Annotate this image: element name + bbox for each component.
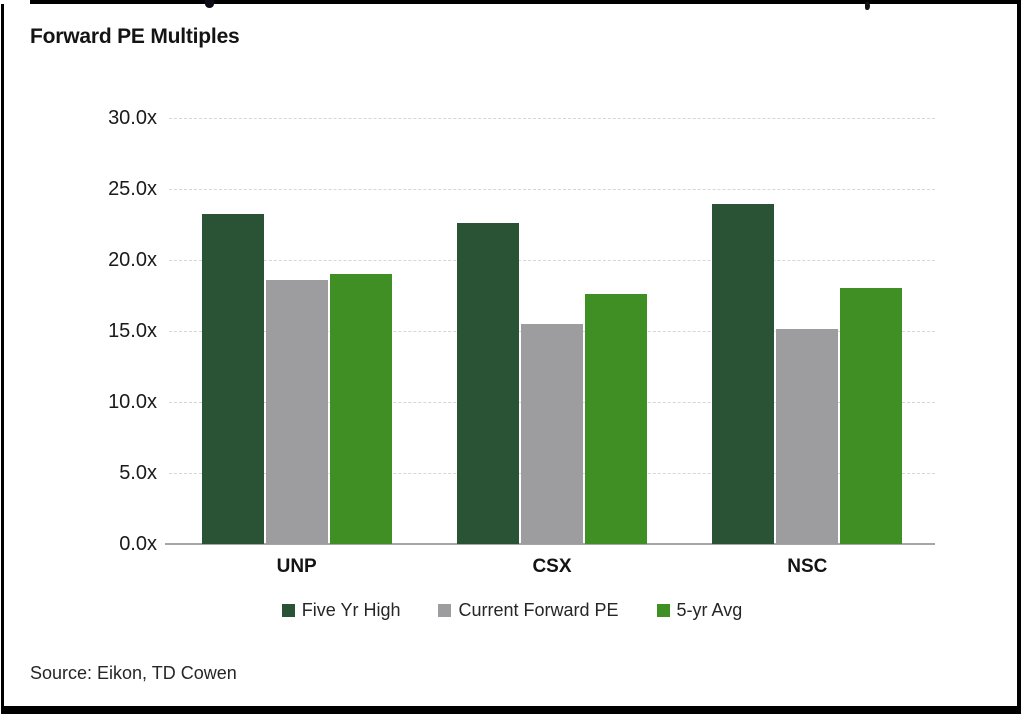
legend-swatch-icon [281, 603, 295, 617]
gridline-20.0x [169, 259, 935, 261]
legend-item-current-forward-pe: Current Forward PE [438, 599, 619, 621]
gridline-25.0x [169, 188, 935, 190]
bar-current-forward-pe-unp [265, 279, 328, 544]
source-note: Source: Eikon, TD Cowen [30, 663, 237, 683]
bar-5-yr-avg-csx [585, 293, 647, 544]
y-axis-tick-label: 0.0x [119, 533, 157, 555]
y-axis-tick-label: 25.0x [108, 177, 157, 200]
y-axis-tick-label: 10.0x [108, 390, 157, 413]
legend-label: Five Yr High [301, 599, 401, 620]
cropped-text-artifact [205, 0, 214, 8]
legend-swatch-icon [656, 603, 670, 617]
cropped-text-artifact-line [30, 0, 1021, 4]
gridline-30.0x [169, 117, 935, 119]
bar-five-yr-high-nsc [712, 204, 775, 544]
bar-5-yr-avg-unp [329, 273, 392, 544]
chart-border-frame [1, 4, 1021, 714]
legend-label: 5-yr Avg [676, 599, 743, 620]
legend-item-five-yr-high: Five Yr High [281, 599, 401, 621]
y-axis-tick-label: 20.0x [108, 248, 157, 271]
y-axis-tick-label: 15.0x [108, 319, 157, 342]
x-axis-category-label: UNP [276, 556, 317, 577]
legend-item-5-yr-avg: 5-yr Avg [656, 599, 743, 621]
cropped-text-artifact [865, 2, 870, 10]
bar-current-forward-pe-csx [521, 323, 583, 544]
y-axis-tick-label: 5.0x [119, 461, 157, 484]
legend-label: Current Forward PE [458, 599, 619, 620]
y-axis-tick-label: 30.0x [108, 106, 157, 129]
chart-legend: Five Yr High Current Forward PE 5-yr Avg [0, 597, 1024, 623]
chart-title: Forward PE Multiples [30, 25, 240, 48]
x-axis-category-label: NSC [787, 556, 828, 577]
bar-5-yr-avg-nsc [840, 288, 903, 544]
legend-swatch-icon [438, 603, 452, 617]
x-axis-line [165, 543, 935, 545]
bar-current-forward-pe-nsc [776, 329, 839, 544]
x-axis-category-label: CSX [532, 556, 572, 577]
bar-five-yr-high-unp [201, 214, 264, 544]
bar-five-yr-high-csx [457, 222, 519, 544]
